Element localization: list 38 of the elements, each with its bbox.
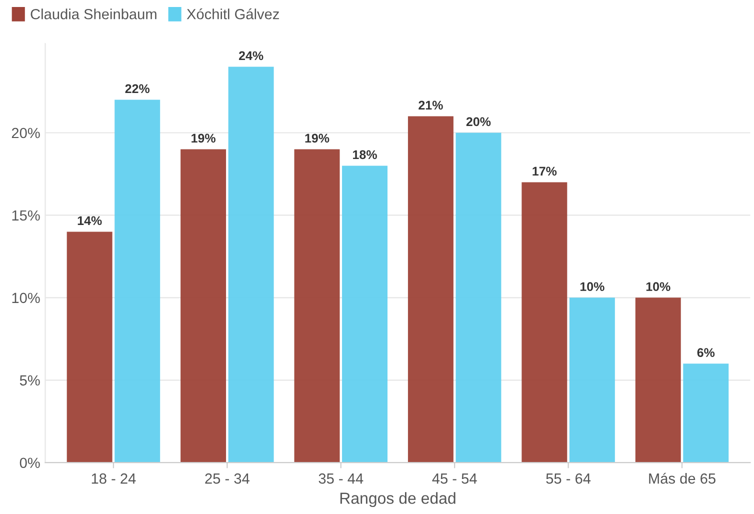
data-label: 19%: [192, 134, 216, 143]
x-tick-label: 35 - 44: [318, 473, 364, 484]
y-tick-label: 20%: [12, 128, 40, 138]
y-tick-label: 10%: [12, 292, 40, 304]
bar: [114, 100, 160, 463]
data-label: 21%: [418, 100, 443, 110]
legend-label: Xóchitl Gálvez: [186, 8, 279, 20]
y-tick-label: 0%: [20, 458, 40, 468]
bar: [294, 149, 340, 463]
data-label: 19%: [305, 134, 330, 143]
data-label: 22%: [125, 84, 150, 94]
y-tick-label: 5%: [20, 375, 40, 386]
data-label: 10%: [646, 282, 670, 292]
data-label: 10%: [580, 282, 604, 292]
bar: [522, 182, 568, 463]
bar: [683, 364, 729, 463]
legend-label: Claudia Sheinbaum: [30, 8, 156, 20]
bar: [228, 66, 274, 463]
data-label: 17%: [532, 166, 557, 176]
x-tick-label: 55 - 64: [546, 473, 591, 484]
bar: [569, 298, 615, 463]
data-label: 14%: [78, 216, 102, 226]
x-axis-title: Rangos de edad: [340, 492, 456, 508]
data-label: 24%: [238, 51, 264, 60]
data-label: 6%: [697, 348, 715, 358]
x-tick-label: 25 - 34: [205, 473, 250, 484]
bar: [408, 116, 454, 463]
bar: [456, 132, 502, 463]
bar: [342, 166, 388, 463]
x-tick-label: 45 - 54: [432, 474, 477, 484]
bar: [66, 232, 112, 463]
x-tick-label: 18 - 24: [92, 473, 136, 484]
bar: [635, 298, 681, 463]
x-tick-label: Más de 65: [649, 472, 716, 484]
bar: [180, 149, 226, 463]
data-label: 18%: [353, 150, 377, 160]
y-tick-label: 15%: [12, 210, 40, 221]
data-label: 20%: [466, 117, 491, 126]
